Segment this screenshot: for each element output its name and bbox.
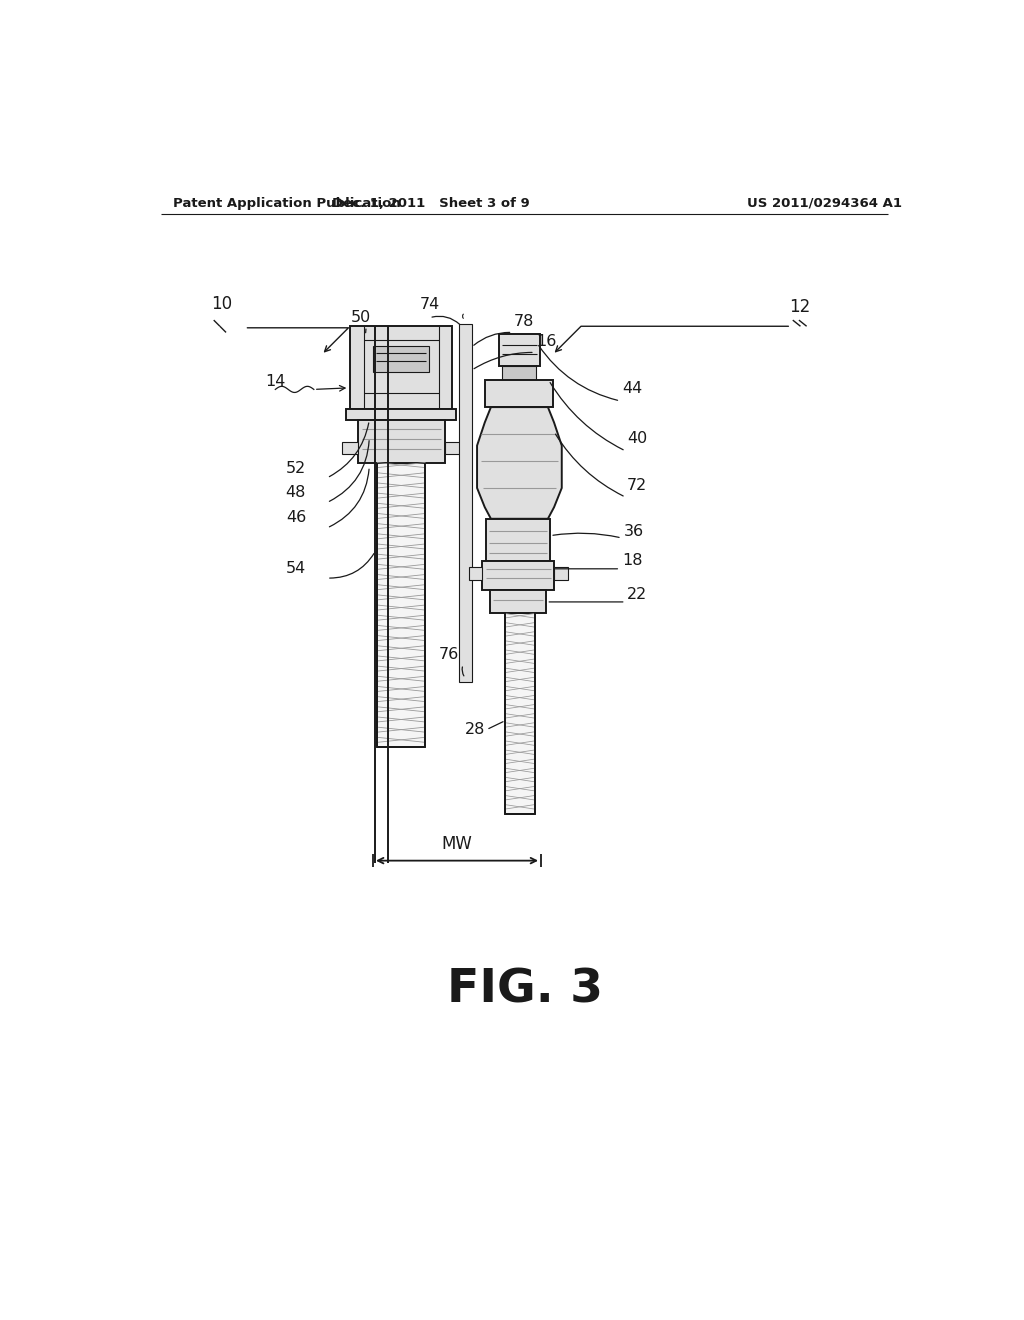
Bar (342, 442, 357, 454)
Text: 40: 40 (628, 432, 647, 446)
Text: 18: 18 (622, 553, 642, 568)
Text: FIG. 3: FIG. 3 (446, 968, 603, 1012)
Bar (373, 346, 429, 372)
Text: Dec. 1, 2011   Sheet 3 of 9: Dec. 1, 2011 Sheet 3 of 9 (332, 197, 529, 210)
Bar (377, 462, 425, 747)
Text: MW: MW (441, 836, 472, 853)
Bar (357, 420, 444, 462)
Bar (490, 590, 547, 614)
Polygon shape (477, 407, 562, 519)
Text: 28: 28 (465, 722, 484, 738)
Bar (554, 568, 568, 579)
Text: 52: 52 (286, 461, 306, 475)
Bar (350, 326, 453, 409)
Text: 14: 14 (265, 375, 286, 389)
Text: 16: 16 (537, 334, 557, 350)
Bar (486, 519, 550, 561)
Text: 22: 22 (628, 587, 647, 602)
Text: 36: 36 (624, 524, 643, 539)
Text: 44: 44 (622, 381, 642, 396)
Bar (469, 568, 482, 579)
Bar (482, 561, 554, 590)
Text: 48: 48 (286, 486, 306, 500)
Text: 72: 72 (628, 478, 647, 492)
Text: 78: 78 (514, 314, 535, 329)
Text: 10: 10 (211, 294, 232, 313)
Bar (505, 614, 535, 813)
Text: 76: 76 (439, 647, 460, 661)
Bar (444, 442, 460, 454)
Text: 12: 12 (788, 298, 810, 317)
Bar (499, 334, 541, 367)
Text: US 2011/0294364 A1: US 2011/0294364 A1 (746, 197, 901, 210)
Text: 50: 50 (351, 310, 371, 325)
Bar (460, 323, 472, 682)
Text: 54: 54 (286, 561, 306, 576)
Text: 74: 74 (419, 297, 439, 313)
Text: 46: 46 (286, 510, 306, 525)
Bar (346, 409, 457, 420)
Bar (484, 380, 553, 407)
Text: Patent Application Publication: Patent Application Publication (173, 197, 400, 210)
Bar (503, 367, 537, 380)
